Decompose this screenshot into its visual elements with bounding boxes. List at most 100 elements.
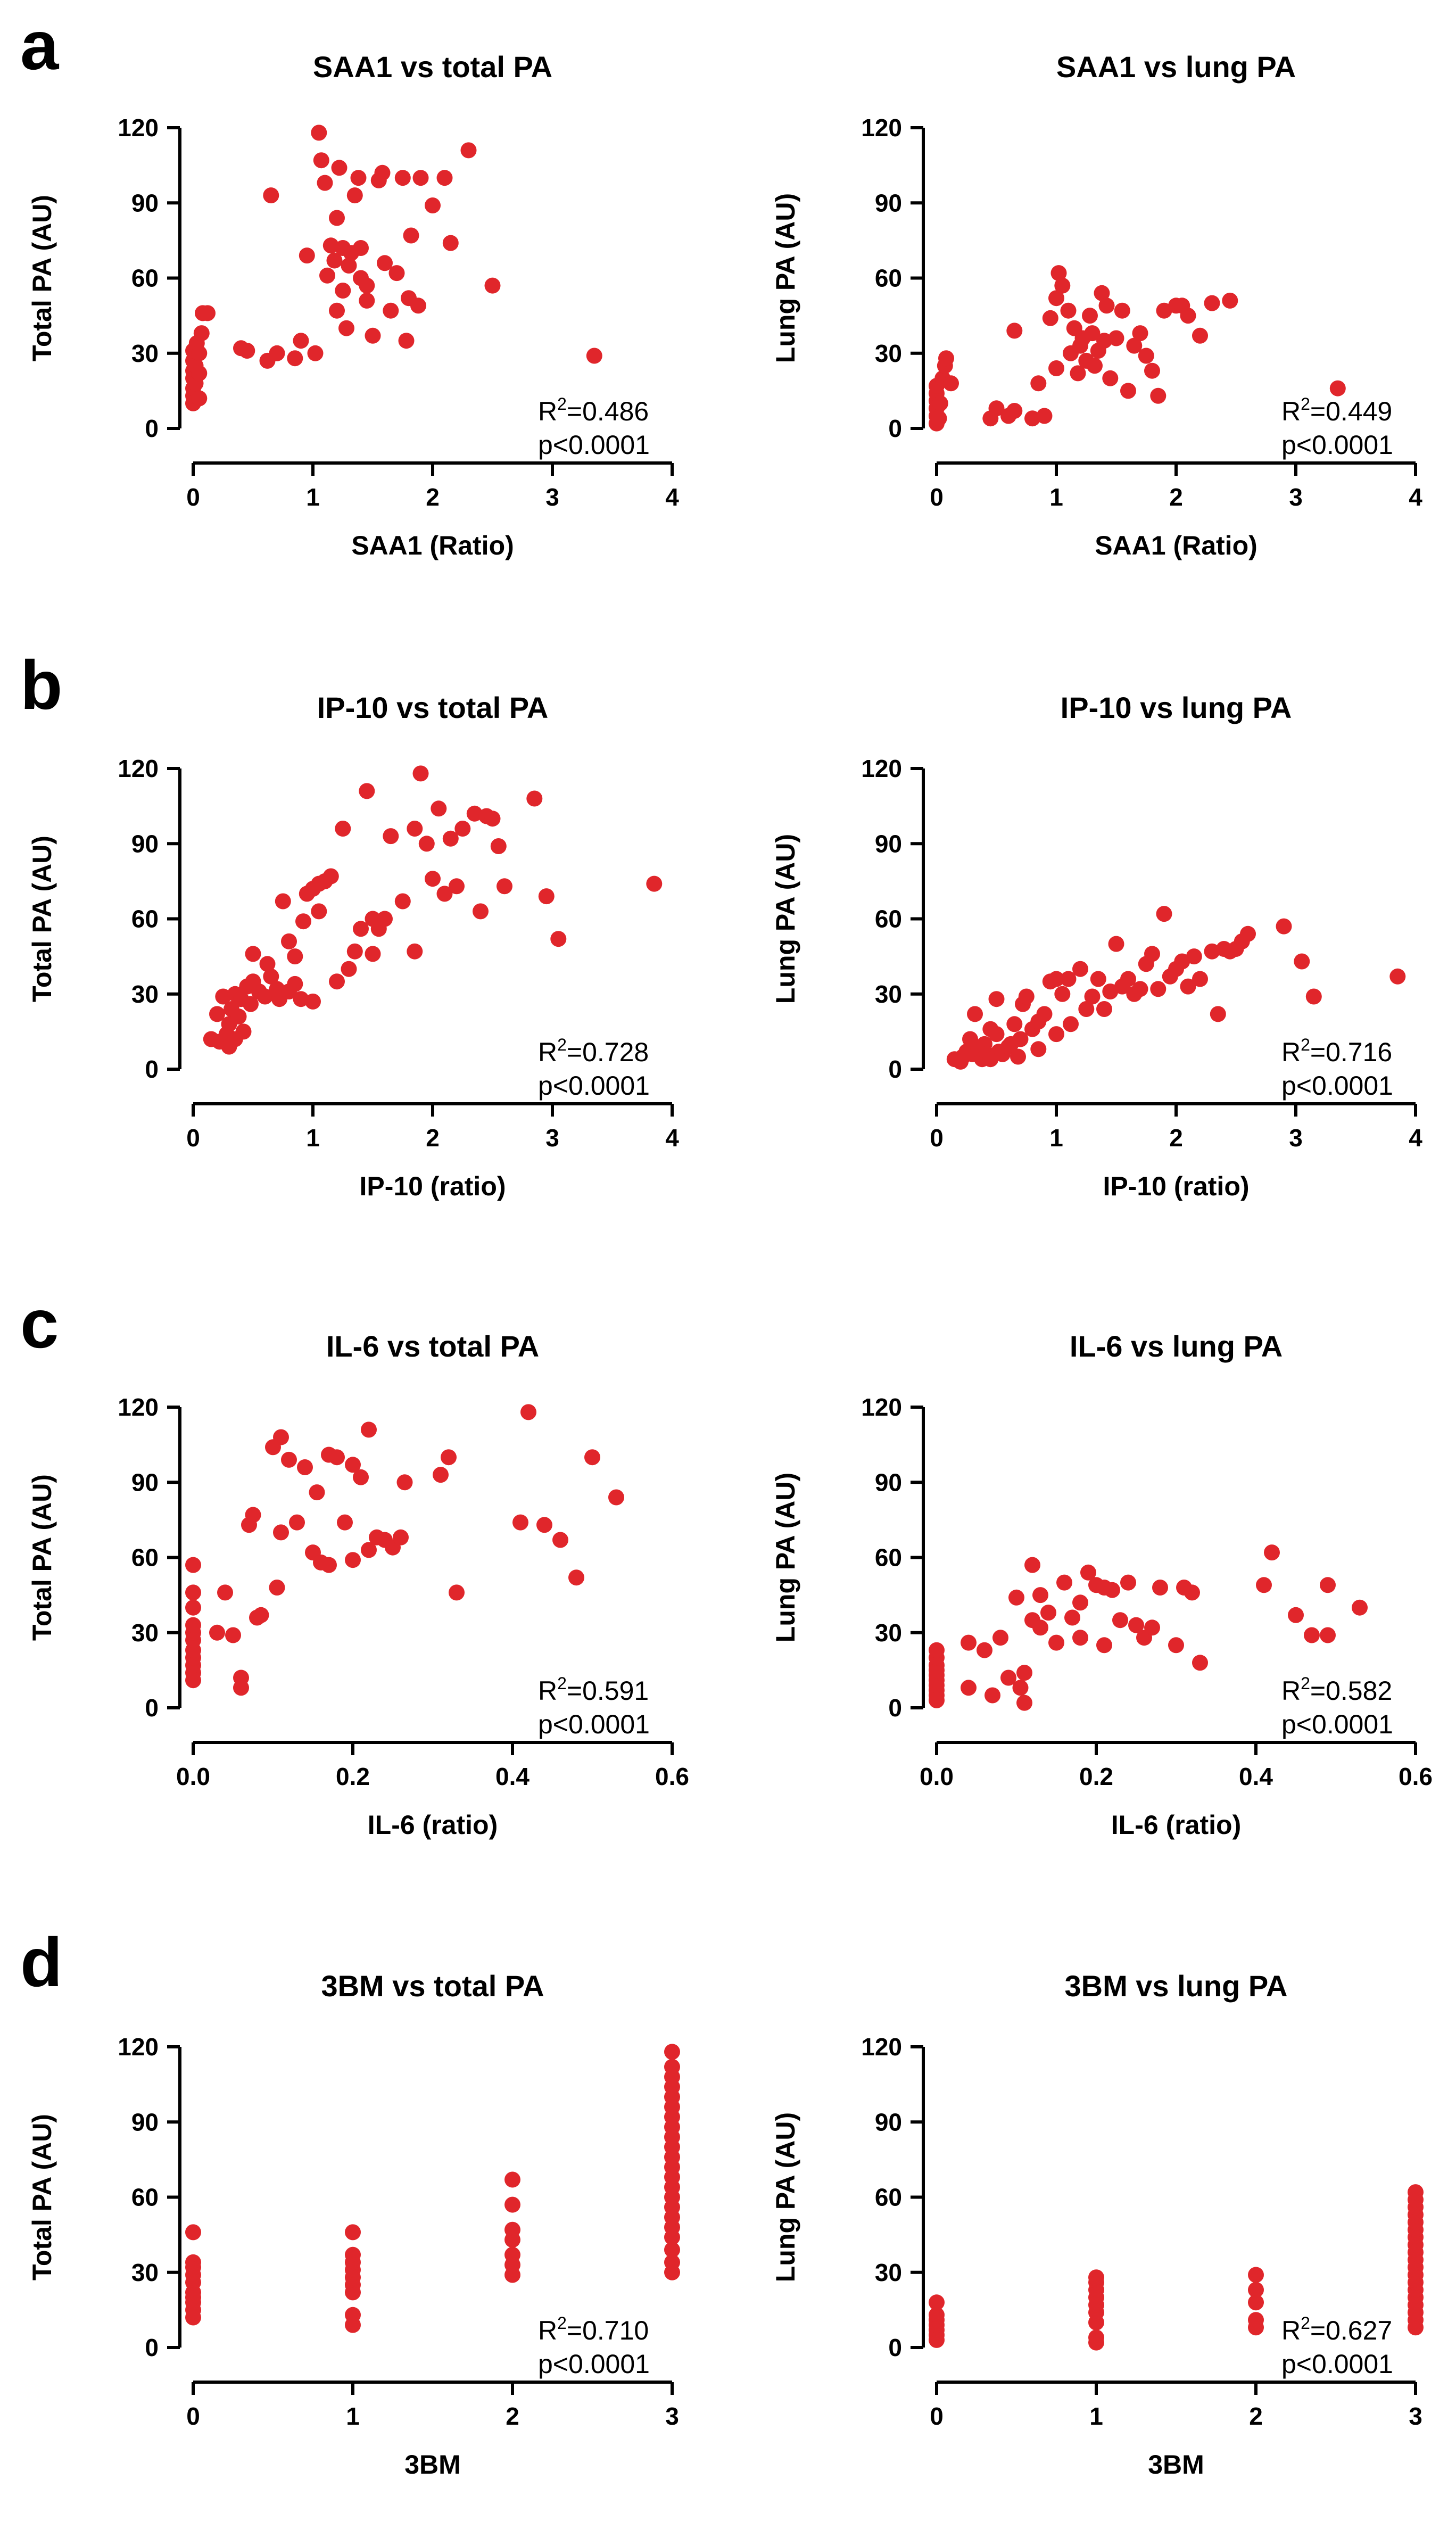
data-point-47 xyxy=(1288,1607,1304,1623)
y-tick-label: 60 xyxy=(875,265,902,292)
data-point-10 xyxy=(185,1557,201,1573)
data-point-21 xyxy=(269,1580,285,1596)
data-point-31 xyxy=(1054,986,1071,1002)
r-squared-symbol: R xyxy=(1281,1676,1301,1706)
data-point-24 xyxy=(504,2196,520,2213)
data-point-66 xyxy=(538,888,555,905)
data-point-19 xyxy=(1006,1016,1023,1032)
data-point-45 xyxy=(365,327,381,344)
data-point-44 xyxy=(359,277,375,294)
data-point-9 xyxy=(185,2224,201,2241)
data-point-53 xyxy=(425,871,441,887)
data-point-1 xyxy=(209,1006,225,1022)
data-point-62 xyxy=(586,348,602,364)
data-point-25 xyxy=(1030,1041,1047,1057)
data-point-33 xyxy=(1084,325,1101,342)
data-point-31 xyxy=(329,302,345,319)
data-point-33 xyxy=(337,1514,353,1531)
x-axis-title: IP-10 (ratio) xyxy=(1103,1171,1249,1201)
data-point-46 xyxy=(1144,946,1160,962)
p-value-annotation: p<0.0001 xyxy=(1281,1071,1393,1101)
y-tick-label: 60 xyxy=(131,905,159,933)
y-tick-label: 120 xyxy=(861,114,902,142)
data-point-22 xyxy=(273,1429,289,1445)
data-point-17 xyxy=(345,2246,361,2263)
data-point-17 xyxy=(1024,410,1040,427)
data-point-13 xyxy=(988,991,1005,1007)
data-point-10 xyxy=(191,390,208,407)
data-point-19 xyxy=(263,187,279,204)
data-point-30 xyxy=(326,252,343,269)
x-tick-label: 0.0 xyxy=(176,1763,210,1790)
chart-title: IL-6 vs total PA xyxy=(326,1329,539,1363)
data-point-65 xyxy=(526,790,543,807)
r-squared-superscript: 2 xyxy=(557,394,567,414)
data-point-49 xyxy=(407,943,423,960)
r-squared-superscript: 2 xyxy=(1301,2313,1310,2333)
data-point-47 xyxy=(1150,387,1167,404)
data-point-15 xyxy=(1006,403,1023,419)
data-point-23 xyxy=(1018,988,1035,1005)
x-tick-label: 0 xyxy=(930,1124,944,1152)
data-point-41 xyxy=(353,921,369,937)
data-point-26 xyxy=(287,976,303,992)
y-tick-label: 90 xyxy=(131,189,159,217)
data-point-56 xyxy=(442,830,459,847)
r-squared-symbol: R xyxy=(538,396,557,426)
y-tick-label: 60 xyxy=(875,1544,902,1572)
x-tick-label: 0.2 xyxy=(1079,1763,1113,1790)
data-point-55 xyxy=(410,297,426,314)
data-point-10 xyxy=(961,1680,977,1696)
data-point-44 xyxy=(1132,981,1148,997)
y-axis-title: Lung PA (AU) xyxy=(771,1473,800,1642)
x-tick-label: 3 xyxy=(1289,483,1303,511)
data-point-11 xyxy=(961,1634,977,1651)
data-point-8 xyxy=(185,2254,201,2270)
x-tick-label: 0.4 xyxy=(495,1763,530,1790)
r-squared-superscript: 2 xyxy=(1301,1674,1310,1693)
data-point-29 xyxy=(295,913,311,930)
data-point-49 xyxy=(383,302,399,319)
y-tick-label: 0 xyxy=(888,1055,902,1083)
data-point-25 xyxy=(281,933,297,949)
data-point-18 xyxy=(1016,1695,1032,1711)
data-point-58 xyxy=(436,170,453,186)
r-squared-superscript: 2 xyxy=(1301,1035,1310,1054)
data-point-46 xyxy=(449,1584,465,1601)
data-point-14 xyxy=(988,1026,1005,1043)
y-tick-label: 120 xyxy=(118,755,159,782)
x-axis-title: 3BM xyxy=(404,2450,461,2480)
data-point-36 xyxy=(1084,988,1101,1005)
data-point-28 xyxy=(1070,365,1086,382)
data-point-23 xyxy=(299,247,315,264)
y-tick-label: 30 xyxy=(875,980,902,1008)
data-point-34 xyxy=(1104,1582,1120,1598)
data-point-22 xyxy=(293,333,309,349)
y-axis-title: Total PA (AU) xyxy=(27,2114,57,2280)
data-point-19 xyxy=(1248,2282,1264,2298)
chart-a-right: SAA1 vs lung PA 0 30 60 90 120 0 1 2 3 4 SAA1 (Rati… xyxy=(771,50,1422,560)
data-point-51 xyxy=(568,1569,584,1586)
chart-c-right: IL-6 vs lung PA 0 30 60 90 120 0.0 0.2 0.4 0.6 IL-… xyxy=(771,1329,1433,1840)
r-squared-symbol: R xyxy=(538,1037,557,1067)
data-point-21 xyxy=(504,2246,520,2263)
y-axis-title: Total PA (AU) xyxy=(27,1474,57,1641)
data-point-41 xyxy=(1114,302,1130,319)
r-squared-value: =0.710 xyxy=(567,2316,649,2345)
data-point-20 xyxy=(1248,2267,1264,2283)
data-point-51 xyxy=(1174,953,1190,970)
y-tick-label: 30 xyxy=(875,340,902,367)
data-point-24 xyxy=(1054,277,1071,294)
y-tick-label: 0 xyxy=(888,415,902,442)
panel-letter-d: d xyxy=(20,1923,63,2001)
y-tick-label: 30 xyxy=(131,980,159,1008)
x-tick-label: 0.6 xyxy=(655,1763,689,1790)
data-point-60 xyxy=(460,142,477,159)
y-tick-label: 0 xyxy=(145,2334,159,2361)
chart-title: IP-10 vs lung PA xyxy=(1061,691,1292,724)
x-tick-label: 4 xyxy=(665,1124,679,1152)
r-squared-value: =0.728 xyxy=(567,1037,649,1067)
y-tick-label: 60 xyxy=(875,905,902,933)
data-point-15 xyxy=(1000,1670,1016,1686)
x-tick-label: 3 xyxy=(545,1124,559,1152)
